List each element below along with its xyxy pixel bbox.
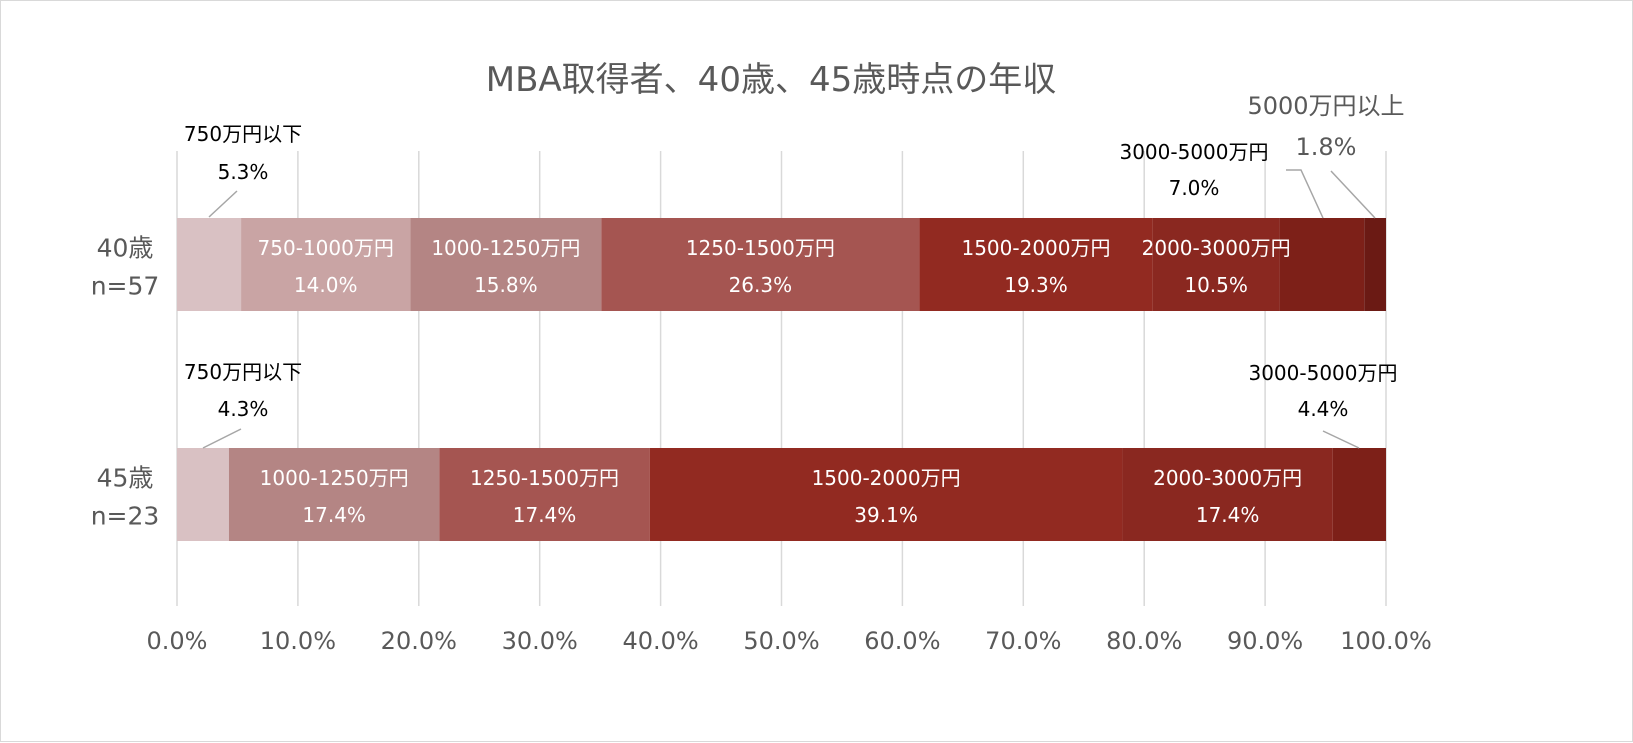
segment-name-label: 750-1000万円 <box>258 236 394 260</box>
x-tick-label: 90.0% <box>1227 627 1303 655</box>
leader-line <box>1322 430 1360 449</box>
data-label: 14.0% <box>294 273 358 297</box>
segment-name-label: 750万円以下 <box>184 122 302 146</box>
bar-segment <box>1364 218 1386 311</box>
chart-title: MBA取得者、40歳、45歳時点の年収 <box>486 60 1056 100</box>
segment-name-label: 1500-2000万円 <box>812 466 961 490</box>
bar-segment <box>1152 218 1280 311</box>
x-tick-label: 50.0% <box>743 627 819 655</box>
x-tick-label: 100.0% <box>1340 627 1432 655</box>
data-label: 39.1% <box>854 503 918 527</box>
data-label: 19.3% <box>1004 273 1068 297</box>
data-label: 5.3% <box>218 160 269 184</box>
x-tick-label: 10.0% <box>260 627 336 655</box>
bar-segment <box>601 218 920 311</box>
x-tick-label: 60.0% <box>864 627 940 655</box>
bar-segment <box>919 218 1153 311</box>
data-label: 10.5% <box>1184 273 1248 297</box>
leader-line <box>1330 170 1376 219</box>
segment-name-label: 1250-1500万円 <box>686 236 835 260</box>
bar-segment <box>439 448 650 541</box>
data-label: 17.4% <box>302 503 366 527</box>
category-sublabel: n=23 <box>91 502 160 531</box>
data-labels: 750万円以下 5.3% 750-1000万円 14.0% 1000-1250万円 15.… <box>184 92 1405 527</box>
y-axis: 40歳 n=57 45歳 n=23 <box>91 234 160 531</box>
leader-line <box>208 190 238 218</box>
segment-name-label: 2000-3000万円 <box>1153 466 1302 490</box>
segment-name-label: 1250-1500万円 <box>470 466 619 490</box>
bar-segment <box>1279 218 1365 311</box>
bar-segment <box>177 448 229 541</box>
bars <box>177 218 1386 541</box>
x-tick-label: 0.0% <box>147 627 208 655</box>
leader-line <box>1286 169 1324 219</box>
segment-name-label: 3000-5000万円 <box>1119 140 1268 164</box>
segment-name-label: 750万円以下 <box>184 360 302 384</box>
bar-segment <box>241 218 411 311</box>
x-tick-label: 30.0% <box>502 627 578 655</box>
data-label: 15.8% <box>474 273 538 297</box>
segment-name-label: 1000-1250万円 <box>260 466 409 490</box>
data-label: 26.3% <box>729 273 793 297</box>
segment-name-label: 2000-3000万円 <box>1142 236 1291 260</box>
x-tick-label: 70.0% <box>985 627 1061 655</box>
data-label: 17.4% <box>1196 503 1260 527</box>
bar-segment <box>1332 448 1386 541</box>
category-label: 45歳 <box>97 464 154 493</box>
leader-line <box>202 428 242 449</box>
category-label: 40歳 <box>97 234 154 263</box>
data-label: 1.8% <box>1296 133 1357 161</box>
x-axis: 0.0% 10.0% 20.0% 30.0% 40.0% 50.0% 60.0% 70.0% 8… <box>147 627 1432 655</box>
data-label: 4.4% <box>1298 397 1349 421</box>
bar-segment <box>1122 448 1333 541</box>
data-label: 4.3% <box>218 397 269 421</box>
bar-segment <box>649 448 1123 541</box>
category-sublabel: n=57 <box>91 272 160 301</box>
bar-segment <box>228 448 440 541</box>
segment-name-label: 3000-5000万円 <box>1248 361 1397 385</box>
x-tick-label: 40.0% <box>622 627 698 655</box>
segment-name-label: 1000-1250万円 <box>431 236 580 260</box>
segment-name-label: 5000万円以上 <box>1247 92 1404 120</box>
bar-segment <box>410 218 602 311</box>
x-tick-label: 80.0% <box>1106 627 1182 655</box>
bar-segment <box>177 218 242 311</box>
data-label: 7.0% <box>1169 176 1220 200</box>
x-tick-label: 20.0% <box>381 627 457 655</box>
segment-name-label: 1500-2000万円 <box>961 236 1110 260</box>
data-label: 17.4% <box>513 503 577 527</box>
